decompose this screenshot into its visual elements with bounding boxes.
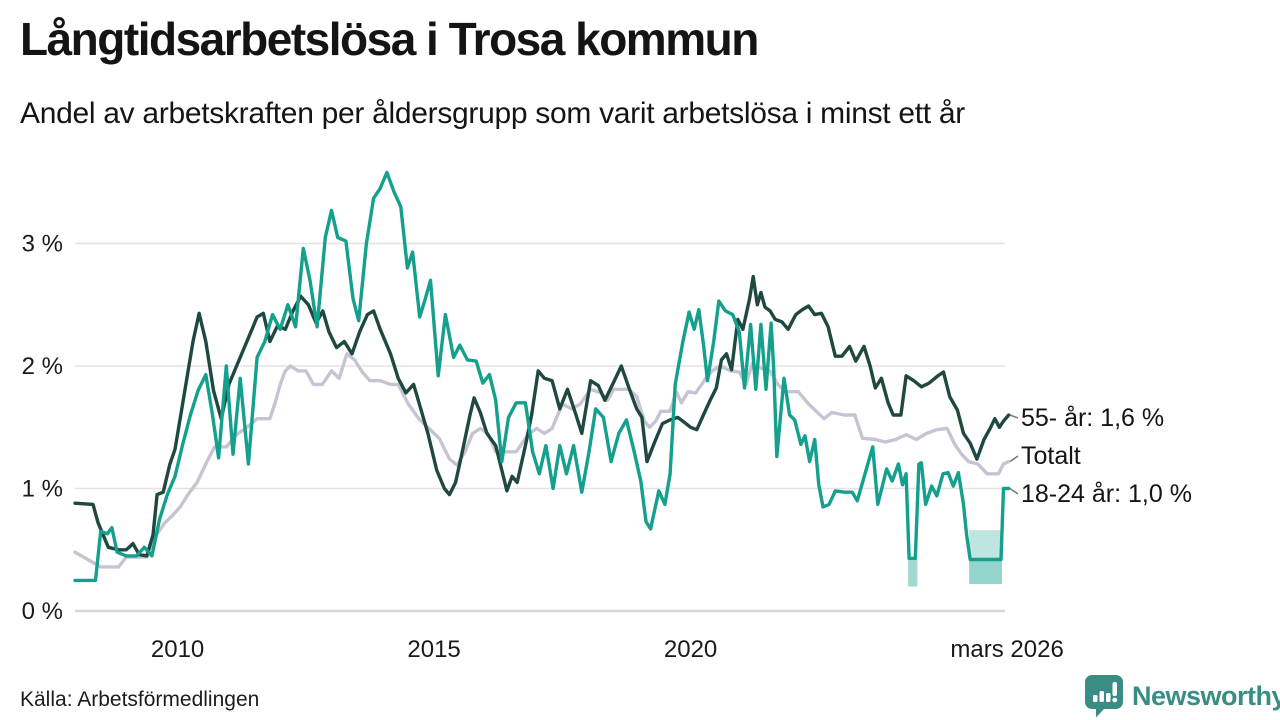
y-tick-label: 1 % (22, 476, 63, 503)
end-label-connector (1009, 455, 1019, 463)
series-layer (73, 170, 1011, 583)
series-line-55- år (73, 274, 1011, 558)
end-label-totalt: Totalt (1021, 442, 1081, 470)
uncertainty-band-layer (908, 530, 1002, 587)
end-label-connector (1009, 487, 1019, 495)
end-label-18-24: 18-24 år: 1,0 % (1021, 480, 1192, 508)
y-tick-label: 2 % (22, 353, 63, 380)
newsworthy-logo-icon (1085, 675, 1123, 718)
x-tick-label: mars 2026 (950, 636, 1063, 663)
page-subtitle: Andel av arbetskraften per åldersgrupp s… (20, 97, 965, 130)
x-tick-label: 2010 (151, 636, 204, 663)
grid-layer (75, 242, 1005, 613)
x-tick-label: 2015 (407, 636, 460, 663)
uncertainty-band (969, 558, 1002, 585)
page-title: Långtidsarbetslösa i Trosa kommun (20, 13, 759, 65)
y-tick-label: 3 % (22, 231, 63, 258)
axis-text-layer: 0 % 1 % 2 % 3 % 2010 2015 2020 mars 2026 (22, 231, 1064, 664)
newsworthy-logo: Newsworthy (1084, 674, 1280, 718)
source-note: Källa: Arbetsförmedlingen (20, 688, 260, 711)
uncertainty-band (908, 558, 918, 587)
newsworthy-logo-text: Newsworthy (1132, 680, 1280, 711)
y-tick-label: 0 % (22, 598, 63, 625)
uncertainty-band (969, 530, 1002, 559)
end-label-55: 55- år: 1,6 % (1021, 404, 1164, 432)
end-label-connector (1009, 414, 1019, 419)
series-line-18-24 år (73, 170, 1011, 583)
label-connector-layer (1009, 414, 1019, 495)
x-tick-label: 2020 (664, 636, 717, 663)
